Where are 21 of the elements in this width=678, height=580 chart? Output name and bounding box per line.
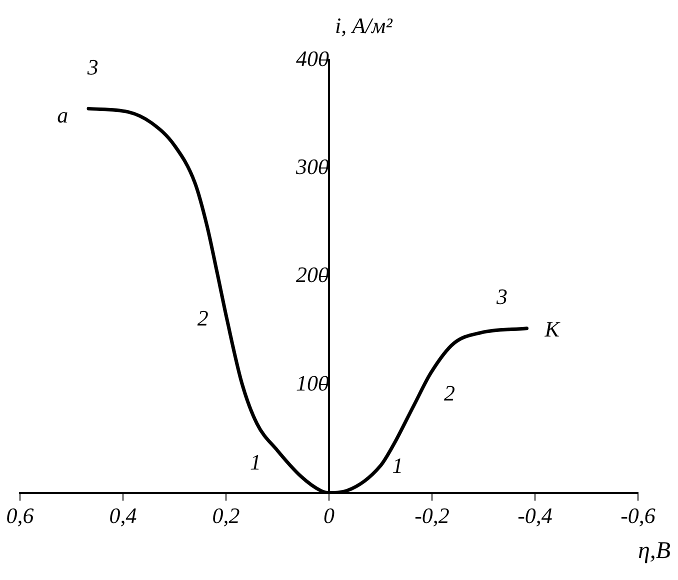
annotation: 1 — [392, 453, 404, 478]
annotation: 1 — [250, 450, 261, 475]
y-tick-label: 100 — [296, 370, 329, 396]
annotation: 3 — [496, 284, 508, 309]
y-axis-title: i, А/м² — [335, 12, 393, 38]
x-tick-label: -0,4 — [518, 502, 552, 528]
y-tick-label: 400 — [296, 46, 329, 71]
x-axis-title: η,В — [638, 538, 671, 564]
x-tick-label: -0,2 — [414, 502, 450, 528]
x-tick-label: 0,4 — [109, 502, 137, 528]
annotation: 2 — [444, 380, 456, 406]
x-tick-label: 0 — [324, 502, 334, 528]
y-tick-label: 200 — [296, 262, 329, 288]
x-tick-label: 0,6 — [6, 502, 34, 528]
annotation: 2 — [197, 305, 208, 330]
annotation: 3 — [86, 54, 98, 80]
y-tick-label: 300 — [295, 154, 329, 179]
annotation: K — [544, 316, 561, 342]
x-tick-label: 0,2 — [212, 502, 240, 528]
x-tick-label: -0,6 — [620, 502, 656, 528]
annotation: a — [57, 102, 68, 128]
